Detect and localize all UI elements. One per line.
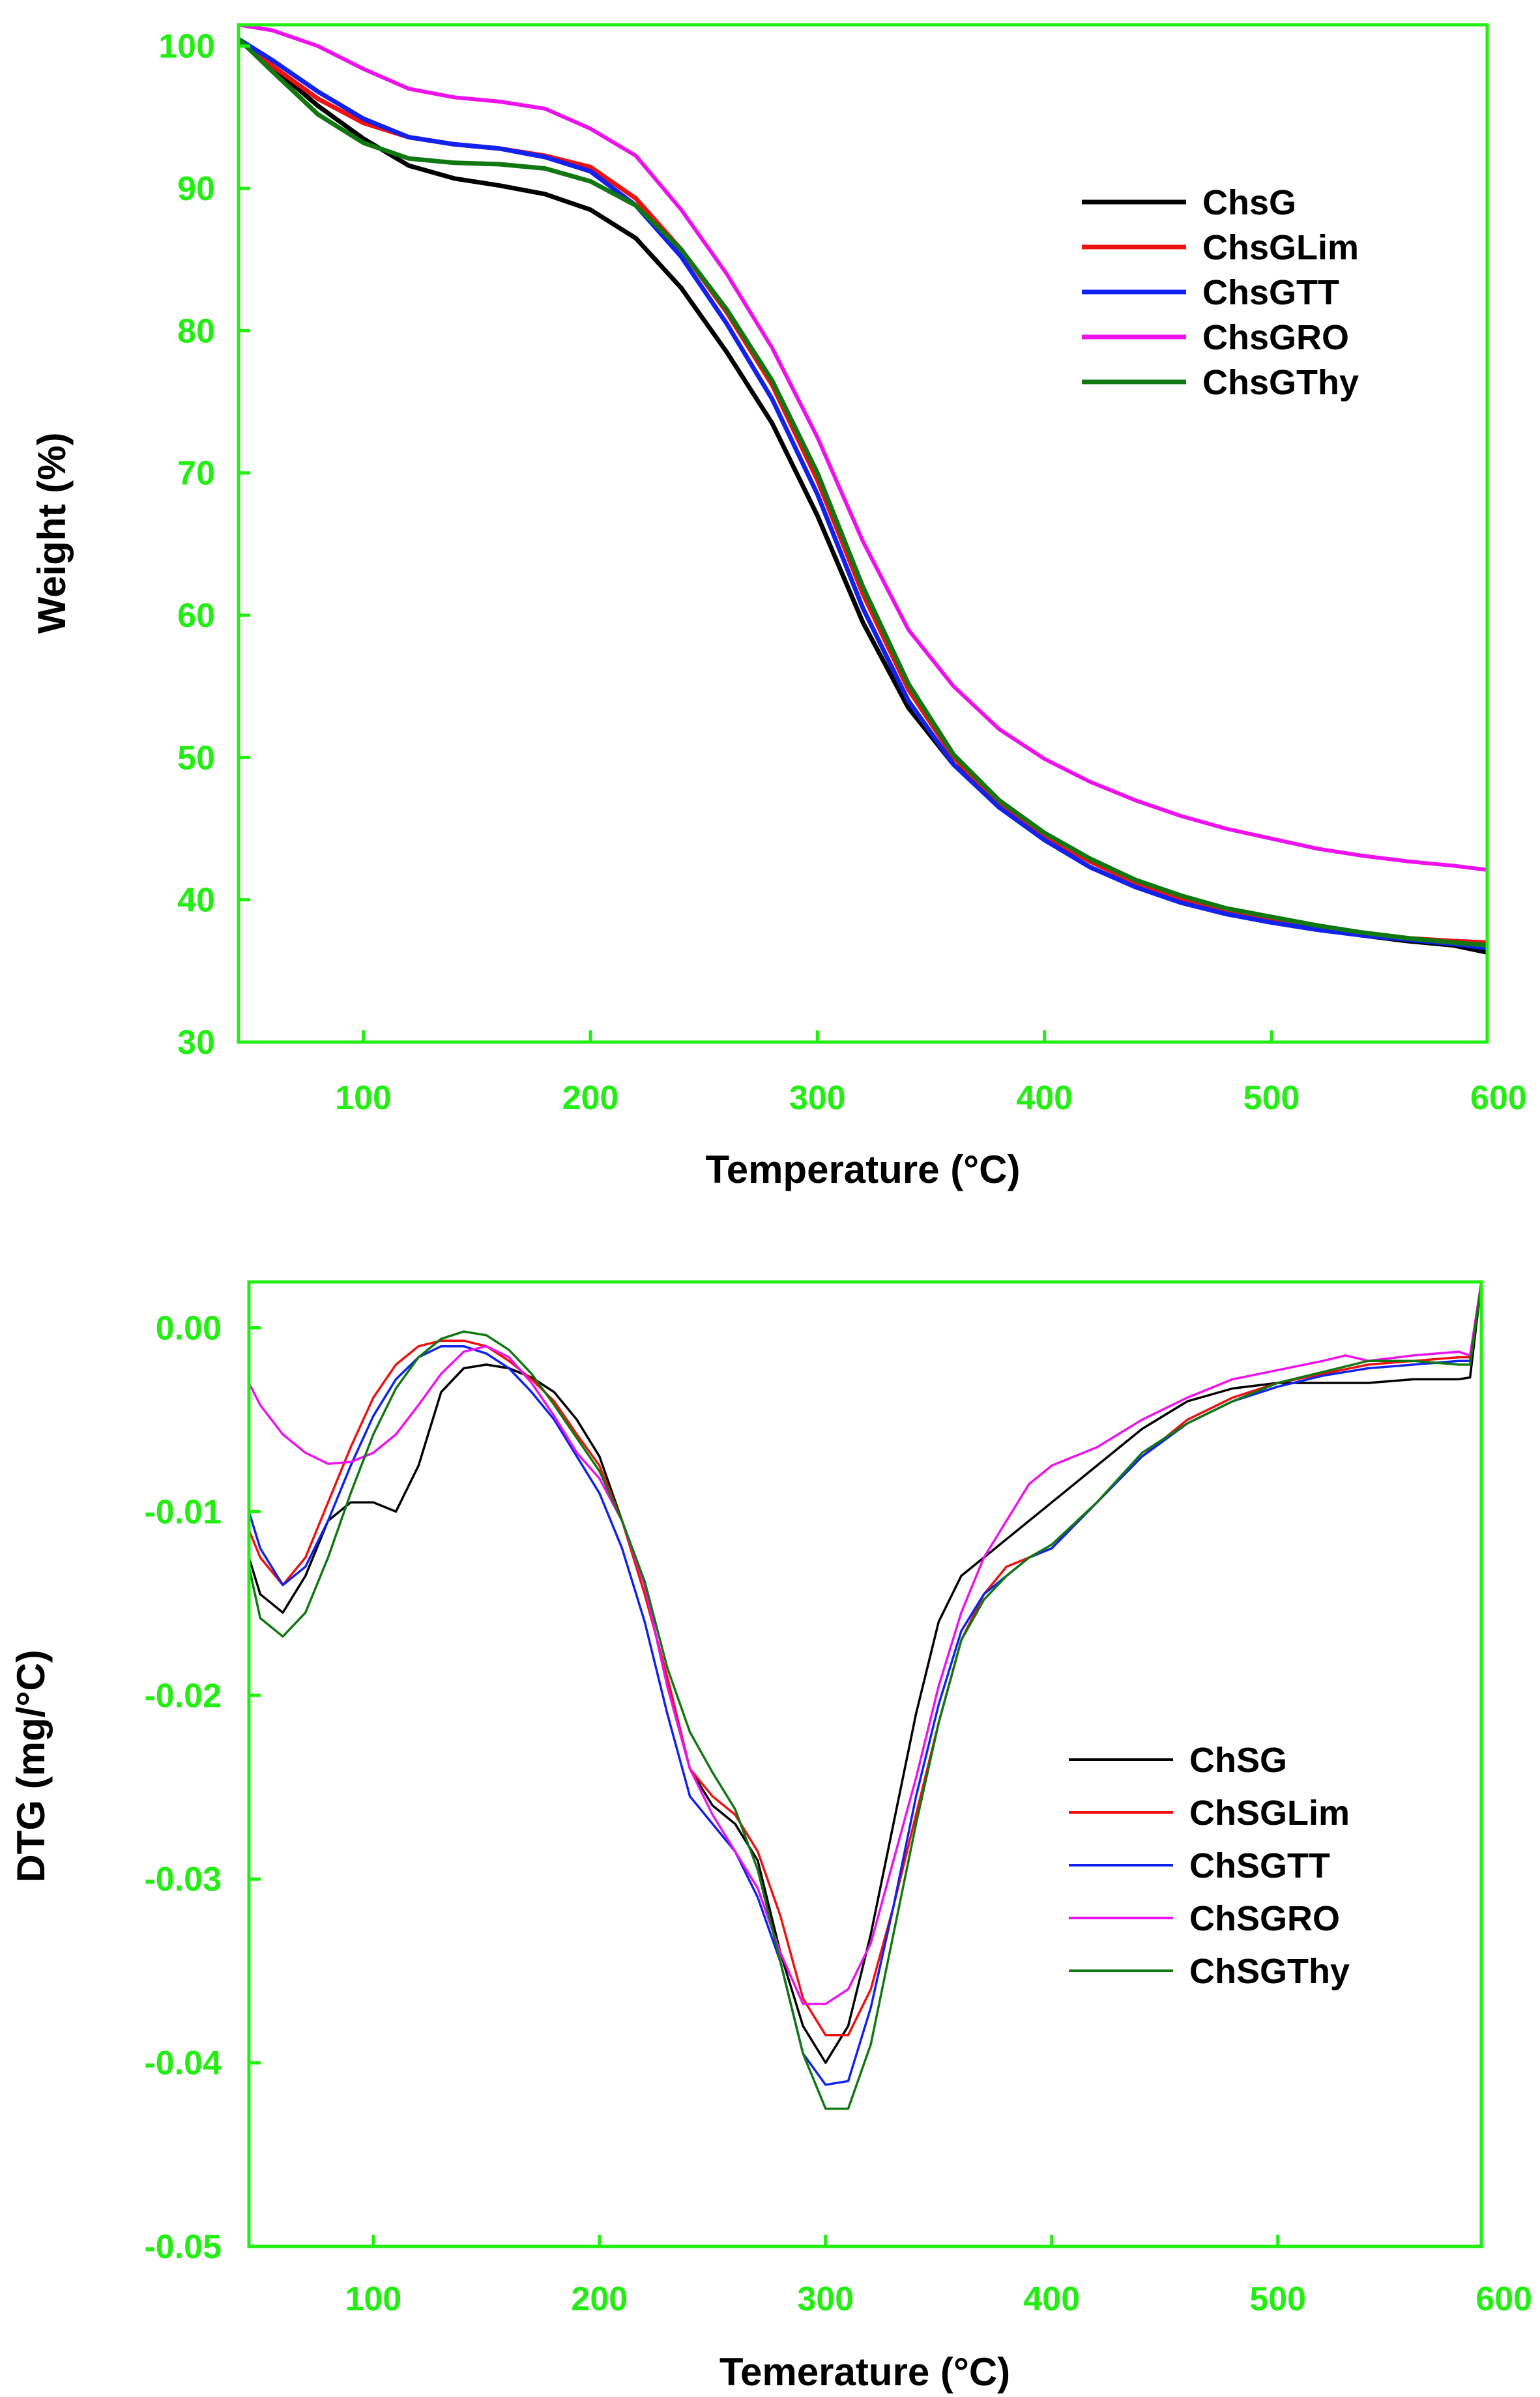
- y-tick-label: 90: [177, 170, 215, 208]
- legend-label-chsg: ChsG: [1202, 183, 1296, 222]
- legend-label-chsg: ChSG: [1189, 1741, 1287, 1780]
- tga-y-axis-label: Weight (%): [30, 433, 74, 634]
- tga-ticks: 100 200 300 400 500 600 30 40 50 60 70 80 90 100: [158, 28, 1527, 1117]
- y-tick-label: -0.01: [144, 1493, 222, 1531]
- legend-label-chsgthy: ChsGThy: [1202, 363, 1359, 402]
- series-line-chsgthy: [239, 36, 1487, 948]
- y-tick-label: 80: [177, 312, 215, 350]
- y-tick-label: -0.02: [144, 1677, 222, 1715]
- dtg-y-axis-label: DTG (mg/°C): [9, 1649, 53, 1882]
- dtg-legend: ChSG ChSGLim ChSGTT ChSGRO ChSGThy: [1069, 1741, 1350, 1991]
- y-tick-label: 70: [177, 455, 215, 493]
- x-tick-label: 600: [1470, 1079, 1527, 1117]
- dtg-series-lines: [249, 1282, 1481, 2110]
- dtg-plot-frame: [247, 1280, 1483, 2248]
- x-tick-label: 500: [1249, 2280, 1306, 2318]
- legend-label-chsgthy: ChSGThy: [1189, 1952, 1350, 1991]
- tga-plot-frame: [237, 23, 1489, 1044]
- x-tick-label: 100: [345, 2280, 401, 2318]
- x-tick-label: 400: [1016, 1079, 1073, 1117]
- x-tick-label: 100: [335, 1079, 392, 1117]
- y-tick-label: -0.03: [144, 1861, 222, 1898]
- tga-series-lines: [239, 25, 1487, 955]
- x-tick-label: 200: [562, 1079, 619, 1117]
- legend-label-chsglim: ChSGLim: [1189, 1794, 1350, 1833]
- y-tick-label: 100: [158, 28, 215, 66]
- y-tick-label: 60: [177, 597, 215, 635]
- legend-label-chsglim: ChsGLim: [1202, 228, 1359, 267]
- y-tick-label: 50: [177, 739, 215, 777]
- legend-label-chsgro: ChsGRO: [1202, 318, 1349, 357]
- legend-label-chsgtt: ChSGTT: [1189, 1846, 1330, 1885]
- tga-x-axis-label: Temperature (°C): [706, 1148, 1021, 1191]
- series-line-chsgtt: [239, 36, 1487, 951]
- series-line-chsgthy: [249, 1282, 1481, 2110]
- series-line-chsgro: [239, 25, 1487, 872]
- dtg-chart: 100 200 300 400 500 600 0.00 -0.01 -0.02 -0.03 -0.…: [9, 1280, 1532, 2394]
- y-tick-label: -0.05: [144, 2228, 222, 2266]
- series-line-chsg: [249, 1282, 1481, 2064]
- x-tick-label: 300: [789, 1079, 846, 1117]
- y-tick-label: 40: [177, 882, 215, 920]
- x-tick-label: 300: [797, 2280, 854, 2318]
- y-tick-label: -0.04: [144, 2044, 222, 2082]
- tga-chart: 100 200 300 400 500 600 30 40 50 60 70 80 90 100 ChsG…: [30, 23, 1527, 1191]
- x-tick-label: 600: [1475, 2280, 1532, 2318]
- legend-label-chsgtt: ChsGTT: [1202, 273, 1339, 312]
- dtg-x-axis-label: Temerature (°C): [719, 2350, 1010, 2394]
- series-line-chsglim: [249, 1282, 1481, 2037]
- x-tick-label: 400: [1023, 2280, 1080, 2318]
- tga-legend: ChsG ChsGLim ChsGTT ChsGRO ChsGThy: [1082, 183, 1359, 402]
- x-tick-label: 500: [1243, 1079, 1300, 1117]
- series-line-chsgro: [249, 1282, 1481, 2005]
- y-tick-label: 0.00: [156, 1309, 222, 1347]
- dtg-ticks: 100 200 300 400 500 600 0.00 -0.01 -0.02 -0.03 -0.…: [144, 1309, 1532, 2318]
- legend-label-chsgro: ChSGRO: [1189, 1899, 1340, 1938]
- x-tick-label: 200: [571, 2280, 628, 2318]
- y-tick-label: 30: [177, 1024, 215, 1062]
